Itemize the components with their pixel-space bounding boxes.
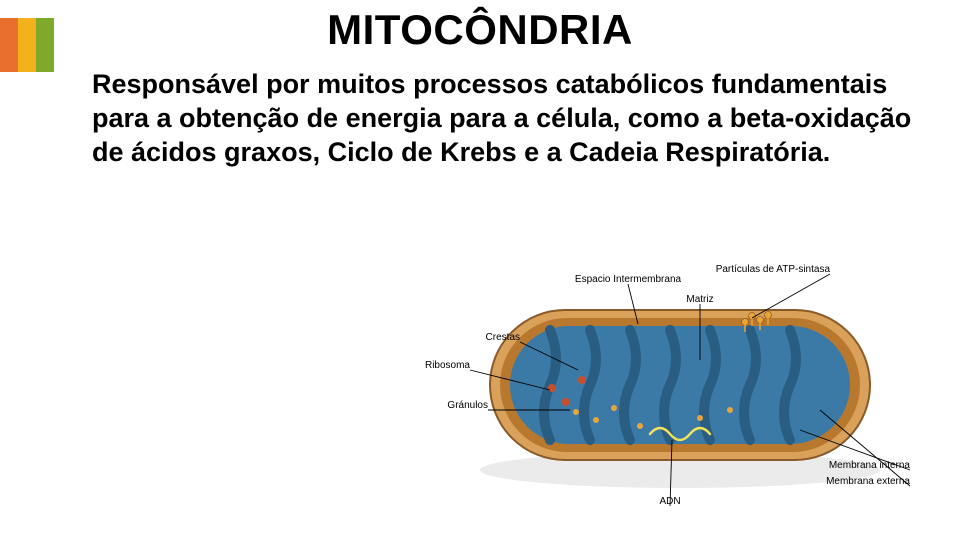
diagram-label-intermembrana: Espacio Intermembrana xyxy=(575,274,682,285)
body-paragraph: Responsável por muitos processos cataból… xyxy=(0,54,960,169)
mitochondria-svg: Partículas de ATP-sintasa Espacio Interme… xyxy=(400,260,920,520)
diagram-label-particulas: Partículas de ATP-sintasa xyxy=(716,264,831,275)
diagram-label-m_externa: Membrana externa xyxy=(826,476,910,487)
diagram-label-m_interna: Membrana interna xyxy=(829,460,911,471)
diagram-label-ribosoma: Ribosoma xyxy=(425,360,470,371)
accent-bars xyxy=(0,18,54,72)
diagram-label-matriz: Matriz xyxy=(686,294,713,305)
accent-bar-3 xyxy=(36,18,54,72)
accent-bar-2 xyxy=(18,18,36,72)
mitochondria-diagram: Partículas de ATP-sintasa Espacio Interme… xyxy=(400,260,920,520)
accent-bar-1 xyxy=(0,18,18,72)
page-title: MITOCÔNDRIA xyxy=(0,0,960,54)
diagram-label-adn: ADN xyxy=(659,496,680,507)
diagram-label-granulos: Gránulos xyxy=(447,400,488,411)
diagram-label-crestas: Crestas xyxy=(486,332,520,343)
